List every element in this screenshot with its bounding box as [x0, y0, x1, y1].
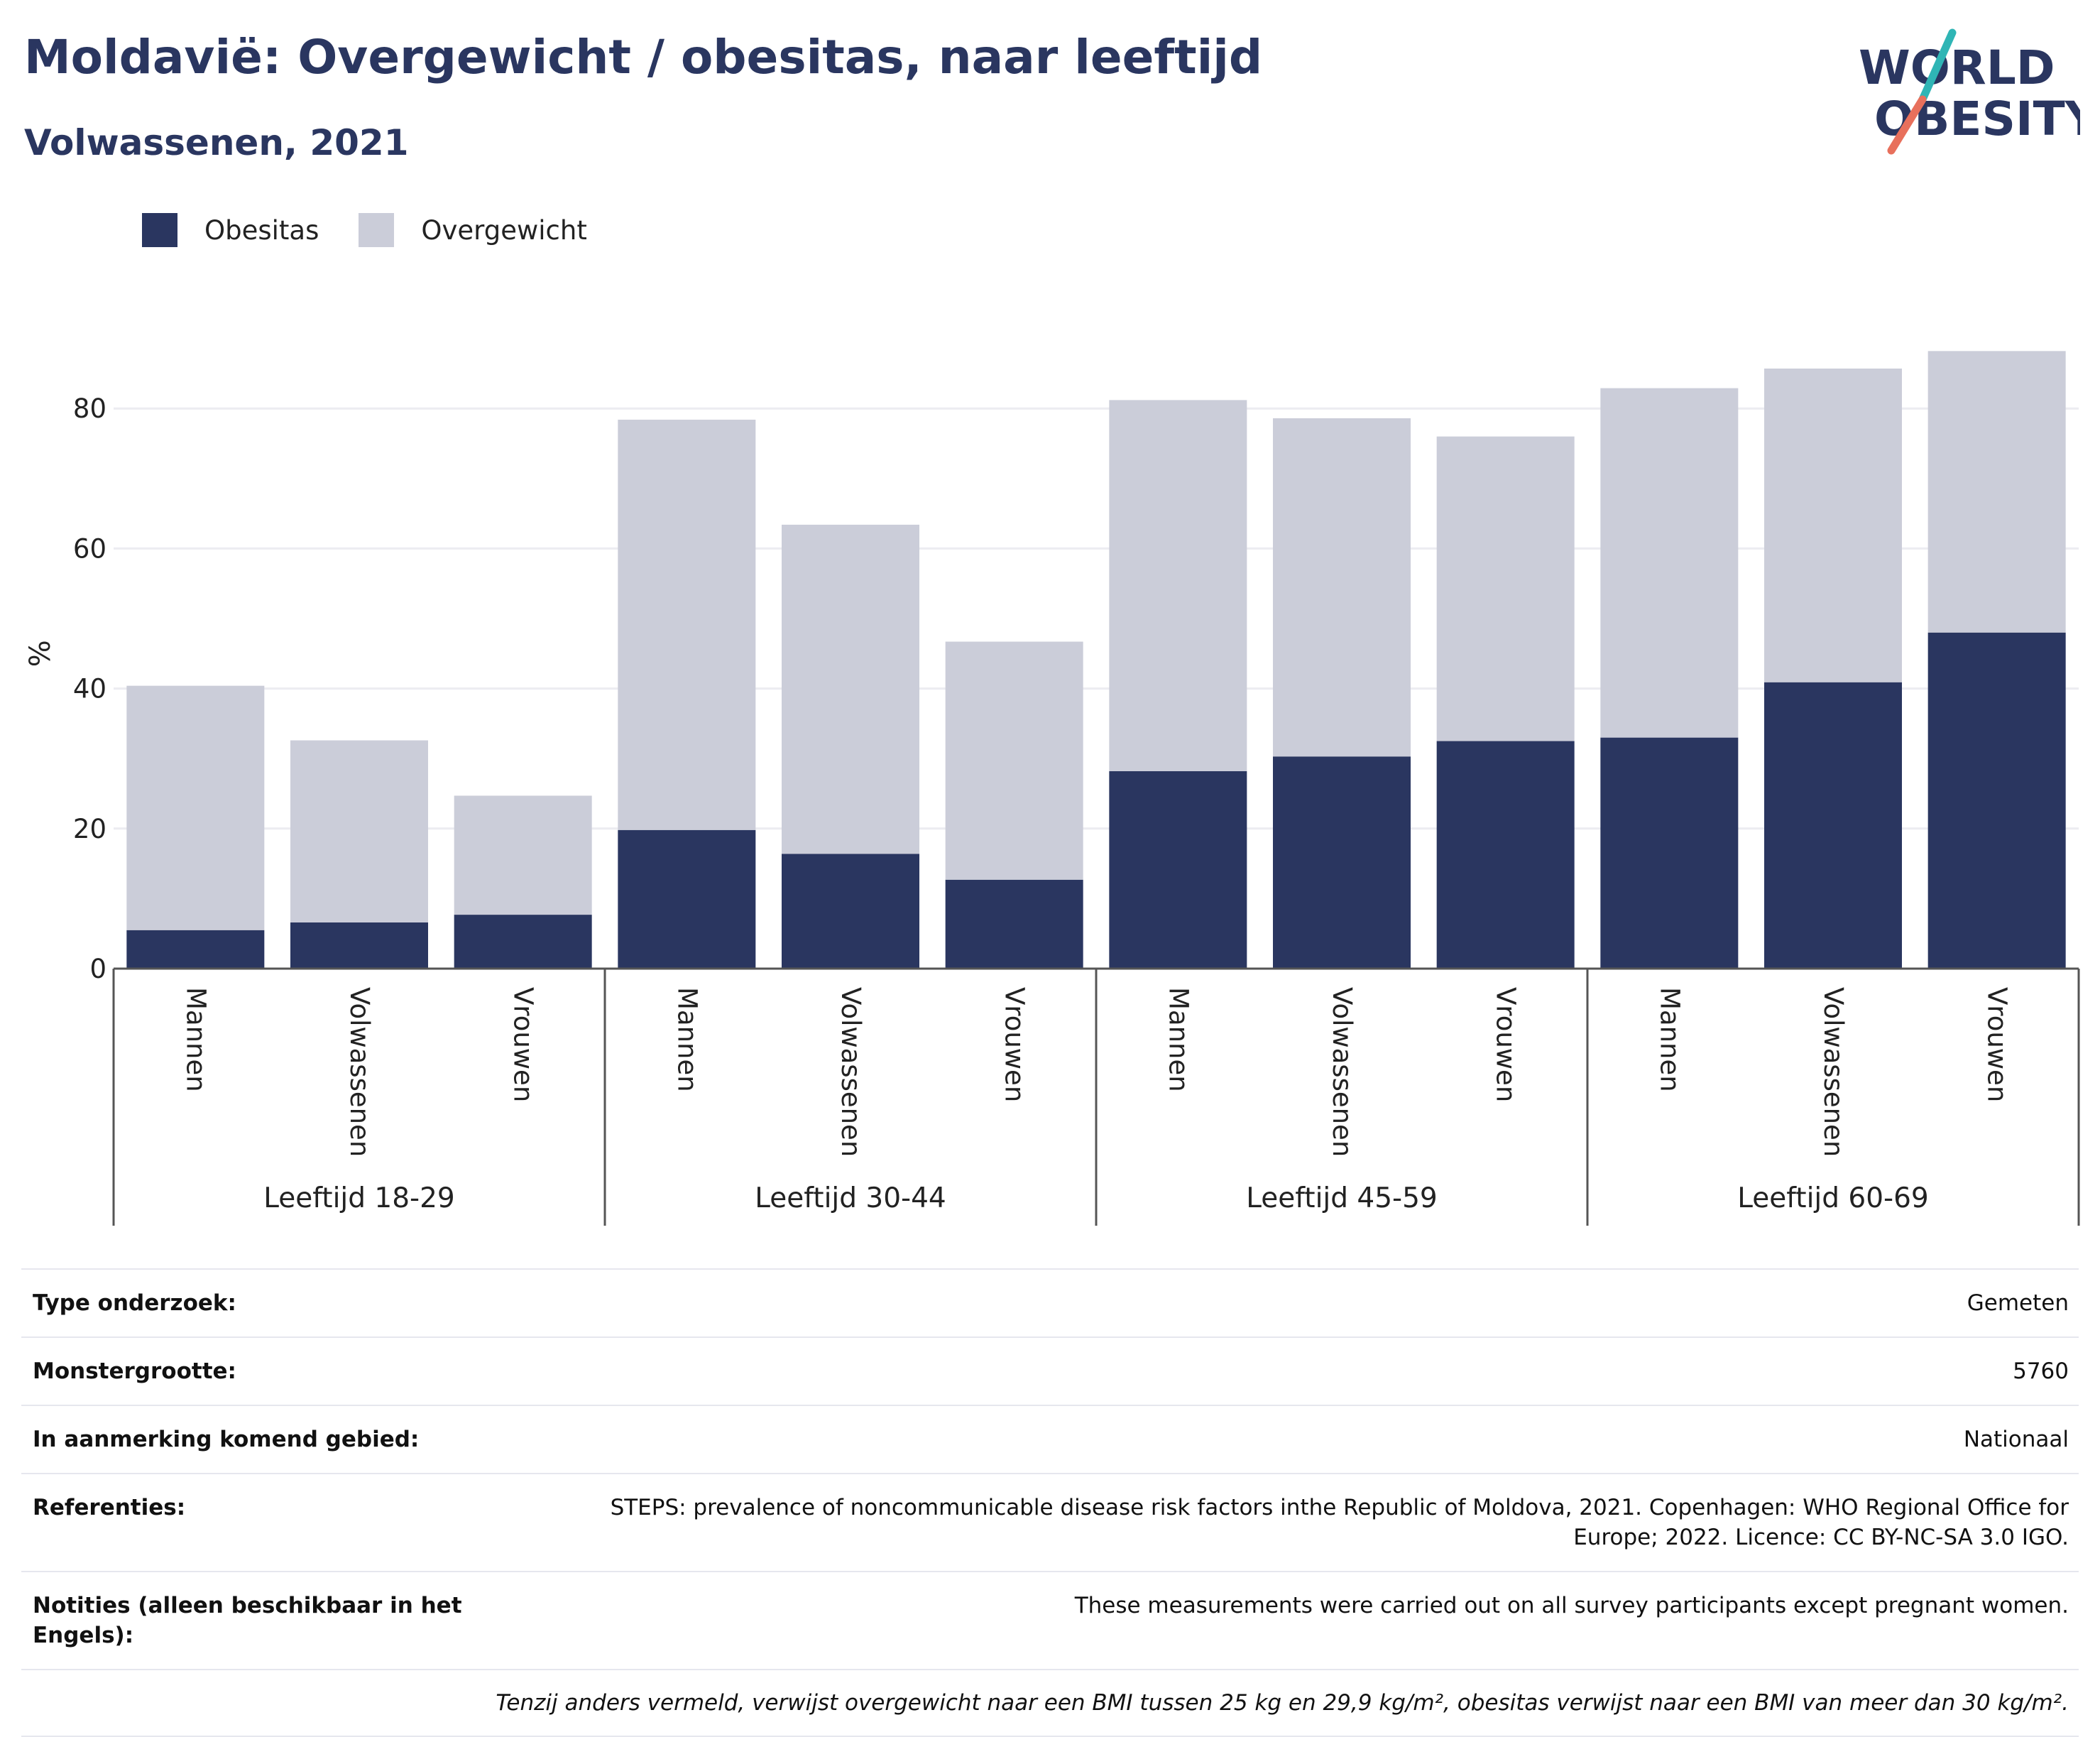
info-key: Referenties:: [33, 1495, 186, 1520]
y-axis-title: %: [24, 640, 57, 667]
world-obesity-logo: WORLD OBESITY: [1859, 28, 2080, 155]
logo-text-world: WORLD: [1859, 40, 2055, 95]
x-tick-label: Vrouwen: [1982, 987, 2013, 1102]
y-tick-label: 80: [73, 393, 106, 424]
bar-overgewicht: [782, 524, 919, 854]
y-tick-label: 40: [73, 674, 106, 704]
bar-chart: 0 20 40 60 80% Mannen Volwassenen Vrouwen Mannen…: [24, 351, 2080, 1226]
info-key: In aanmerking komend gebied:: [33, 1427, 420, 1452]
info-value: Nationaal: [1963, 1427, 2069, 1452]
x-tick-label: Volwassenen: [836, 987, 866, 1157]
logo-slash-coral: [1887, 95, 1927, 155]
bar-obesitas: [1764, 682, 1902, 969]
group-label: Leeftijd 60-69: [1737, 1182, 1929, 1214]
legend-label-overgewicht: Overgewicht: [421, 214, 587, 246]
x-tick-label: Vrouwen: [1491, 987, 1521, 1102]
legend-label-obesitas: Obesitas: [204, 214, 319, 246]
bar-obesitas: [782, 854, 919, 969]
info-row: Referenties: STEPS: prevalence of noncom…: [21, 1473, 2079, 1571]
bar-obesitas: [1600, 737, 1739, 969]
x-tick-label: Vrouwen: [1000, 987, 1030, 1102]
bar-overgewicht: [126, 685, 265, 930]
group-label: Leeftijd 18-29: [263, 1182, 455, 1214]
x-tick-label: Mannen: [672, 987, 702, 1092]
bar-overgewicht: [290, 740, 428, 922]
x-tick-label: Mannen: [1163, 987, 1193, 1092]
chart-legend: Obesitas Overgewicht: [142, 210, 627, 250]
info-value: Gemeten: [1967, 1290, 2069, 1316]
info-value: STEPS: prevalence of noncommunicable dis…: [610, 1495, 2069, 1550]
info-value: These measurements were carried out on a…: [1074, 1593, 2069, 1618]
x-tick-label: Vrouwen: [508, 987, 539, 1102]
info-key: Type onderzoek:: [33, 1290, 236, 1316]
group-label: Leeftijd 30-44: [755, 1182, 946, 1214]
bar-overgewicht: [945, 641, 1083, 880]
bar-obesitas: [945, 879, 1083, 969]
logo-text-obesity: OBESITY: [1874, 92, 2080, 146]
bar-obesitas: [290, 922, 428, 969]
info-row: In aanmerking komend gebied: Nationaal: [21, 1405, 2079, 1473]
info-row: Monstergrootte: 5760: [21, 1336, 2079, 1405]
bar-obesitas: [618, 829, 756, 969]
bar-overgewicht: [454, 795, 592, 915]
x-tick-label: Volwassenen: [1327, 987, 1357, 1157]
bar-obesitas: [454, 915, 592, 969]
info-row: Type onderzoek: Gemeten: [21, 1268, 2079, 1336]
bar-overgewicht: [1927, 351, 2066, 633]
bar-overgewicht: [618, 419, 756, 830]
x-tick-label: Mannen: [1654, 987, 1685, 1092]
info-row: Notities (alleen beschikbaar in het Enge…: [21, 1571, 2079, 1669]
bar-overgewicht: [1436, 436, 1575, 741]
bar-obesitas: [1273, 756, 1411, 969]
bar-overgewicht: [1109, 400, 1247, 771]
y-tick-label: 20: [73, 814, 106, 844]
footnote: Tenzij anders vermeld, verwijst overgewi…: [21, 1669, 2079, 1737]
x-tick-label: Mannen: [180, 987, 211, 1092]
x-tick-label: Volwassenen: [344, 987, 375, 1157]
bar-obesitas: [1109, 771, 1247, 969]
page-title: Moldavië: Overgewicht / obesitas, naar l…: [24, 30, 1263, 85]
info-key: Notities (alleen beschikbaar in het Enge…: [33, 1593, 462, 1648]
bar-overgewicht: [1273, 418, 1411, 757]
legend-swatch-overgewicht: [359, 213, 395, 247]
bar-overgewicht: [1764, 368, 1902, 682]
bar-obesitas: [1436, 741, 1575, 969]
info-table: Type onderzoek: Gemeten Monstergrootte: …: [21, 1268, 2079, 1737]
logo-slash-teal: [1918, 28, 1957, 104]
legend-swatch-obesitas: [142, 213, 177, 247]
bar-obesitas: [126, 930, 265, 969]
info-key: Monstergrootte:: [33, 1358, 236, 1384]
group-label: Leeftijd 45-59: [1246, 1182, 1438, 1214]
y-tick-label: 0: [89, 954, 106, 984]
bar-overgewicht: [1600, 388, 1739, 738]
x-tick-label: Volwassenen: [1818, 987, 1849, 1157]
y-tick-label: 60: [73, 533, 106, 564]
info-value: 5760: [2013, 1358, 2069, 1384]
page-subtitle: Volwassenen, 2021: [24, 122, 409, 163]
bar-obesitas: [1927, 632, 2066, 969]
